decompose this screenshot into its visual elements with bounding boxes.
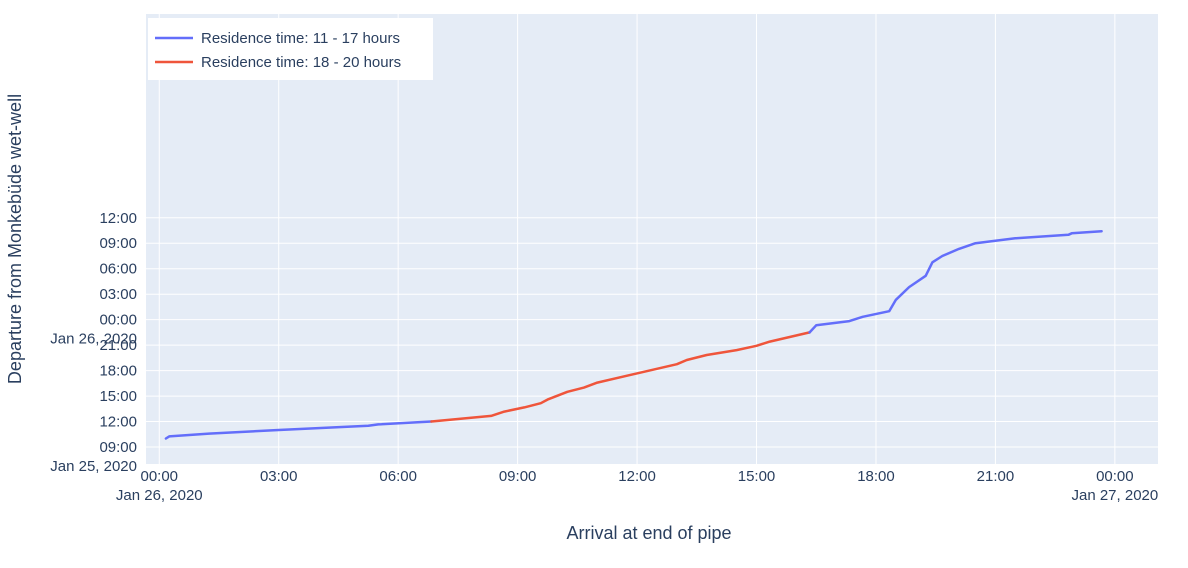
legend-label-1: Residence time: 11 - 17 hours: [201, 30, 400, 47]
y-tick-labels: 09:00 Jan 25, 2020 12:00 15:00 18:00 21:00 00:…: [50, 210, 137, 475]
y-tick-label: 06:00: [99, 261, 137, 278]
x-tick-labels: 00:00 Jan 26, 2020 03:00 06:00 09:00 12:00 15:…: [116, 468, 1158, 504]
y-tick-sublabel: Jan 26, 2020: [50, 331, 137, 348]
x-tick-sublabel: Jan 26, 2020: [116, 487, 203, 504]
legend-label-2: Residence time: 18 - 20 hours: [201, 54, 401, 71]
x-tick-sublabel: Jan 27, 2020: [1071, 487, 1158, 504]
x-tick-label: 18:00: [857, 468, 895, 485]
y-tick-label: 15:00: [99, 388, 137, 405]
x-tick-label: 03:00: [260, 468, 298, 485]
x-tick-label: 09:00: [499, 468, 537, 485]
legend-item-2[interactable]: Residence time: 18 - 20 hours: [155, 54, 401, 71]
y-tick-label: 18:00: [99, 363, 137, 380]
y-tick-sublabel: Jan 25, 2020: [50, 458, 137, 475]
x-tick-label: 00:00: [140, 468, 178, 485]
y-tick-label: 03:00: [99, 286, 137, 303]
grid-lines: [146, 14, 1158, 464]
series-line-1: [164, 420, 433, 440]
y-tick-label: 09:00: [99, 235, 137, 252]
series-lines: [164, 229, 1103, 440]
x-tick-label: 15:00: [738, 468, 776, 485]
y-tick-label: 09:00: [99, 439, 137, 456]
y-tick-label: 00:00: [99, 312, 137, 329]
x-axis-title: Arrival at end of pipe: [566, 523, 731, 543]
y-tick-label: 12:00: [99, 414, 137, 431]
y-tick-label: 21:00: [99, 337, 137, 354]
plot-background: [146, 14, 1158, 464]
x-tick-label: 00:00: [1096, 468, 1134, 485]
series-line-3: [808, 229, 1103, 334]
y-tick-label: 12:00: [99, 210, 137, 227]
x-tick-label: 21:00: [977, 468, 1015, 485]
legend[interactable]: Residence time: 11 - 17 hours Residence …: [148, 18, 433, 80]
y-axis-title: Departure from Monkebüde wet-well: [5, 94, 25, 384]
legend-item-1[interactable]: Residence time: 11 - 17 hours: [155, 30, 400, 47]
legend-box: [148, 18, 433, 80]
x-tick-label: 06:00: [379, 468, 417, 485]
series-line-2: [430, 331, 811, 423]
x-tick-label: 12:00: [618, 468, 656, 485]
